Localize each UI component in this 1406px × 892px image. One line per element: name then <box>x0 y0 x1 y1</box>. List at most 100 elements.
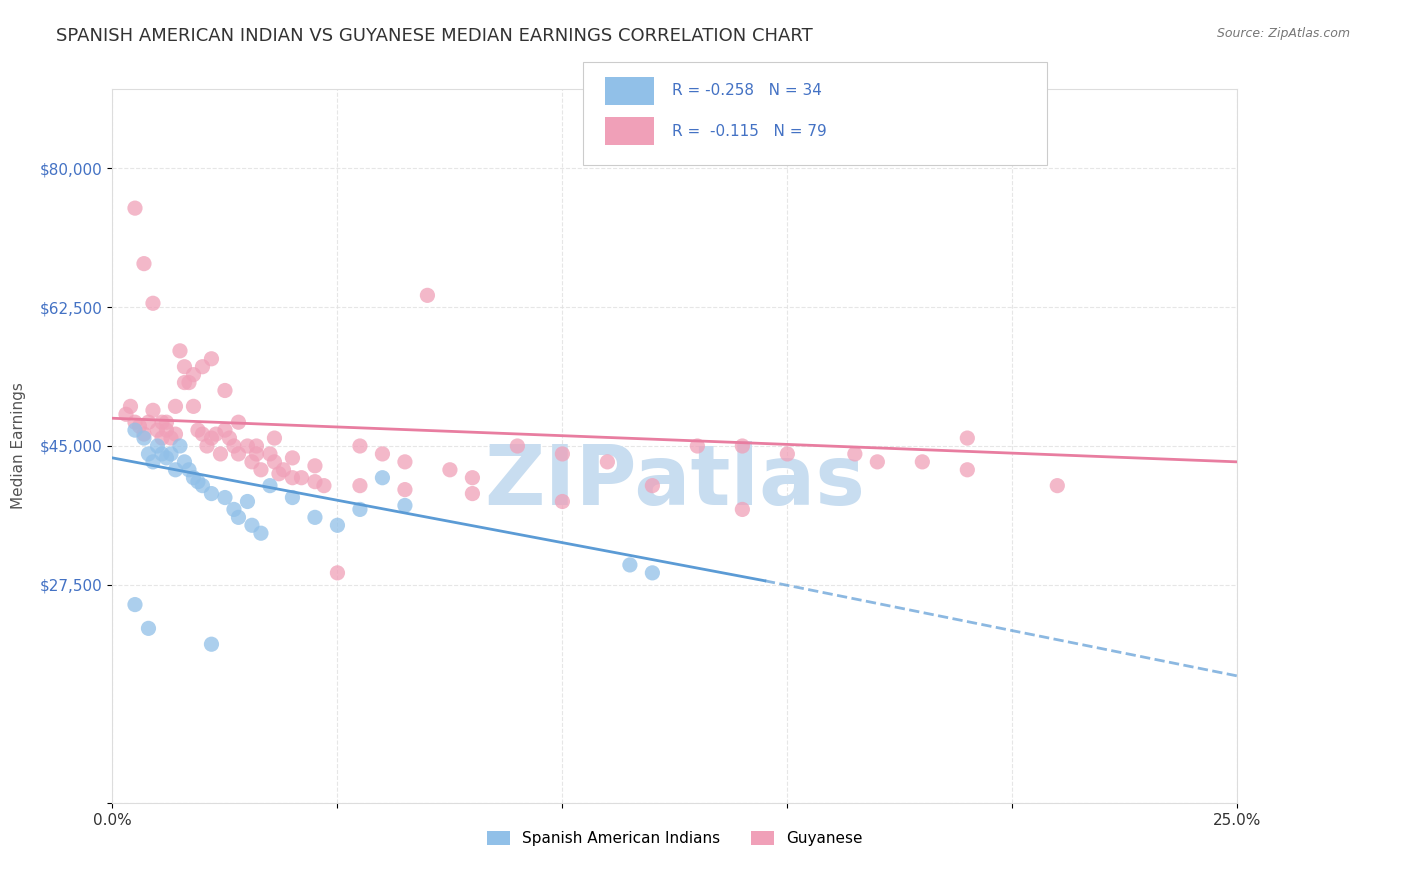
Point <box>124 201 146 215</box>
Point <box>866 455 889 469</box>
Point <box>191 427 214 442</box>
Point <box>222 439 245 453</box>
Point <box>240 455 263 469</box>
Point <box>641 478 664 492</box>
Point <box>551 494 574 508</box>
Point <box>160 447 183 461</box>
Point <box>273 463 295 477</box>
Point <box>177 463 200 477</box>
Point <box>115 407 138 421</box>
Point <box>349 439 371 453</box>
Point <box>236 494 259 508</box>
Point <box>731 502 754 516</box>
Point <box>304 458 326 473</box>
Point <box>956 431 979 445</box>
Point <box>394 499 416 513</box>
Text: ZIPatlas: ZIPatlas <box>485 442 865 522</box>
Point <box>228 510 250 524</box>
Text: Source: ZipAtlas.com: Source: ZipAtlas.com <box>1216 27 1350 40</box>
Point <box>416 288 439 302</box>
Point <box>218 431 240 445</box>
Point <box>169 343 191 358</box>
Point <box>150 431 173 445</box>
Point <box>461 486 484 500</box>
Point <box>259 478 281 492</box>
Point <box>214 491 236 505</box>
Point <box>187 475 209 489</box>
Point <box>394 455 416 469</box>
Point <box>165 427 187 442</box>
Point <box>195 439 218 453</box>
Point <box>183 471 205 485</box>
Point <box>146 439 169 453</box>
Point <box>128 419 150 434</box>
Point <box>326 566 349 580</box>
Point <box>187 423 209 437</box>
Point <box>394 483 416 497</box>
Point <box>132 257 155 271</box>
Point <box>191 478 214 492</box>
Point <box>155 415 177 429</box>
Point <box>263 431 285 445</box>
Point <box>281 471 304 485</box>
Point <box>177 376 200 390</box>
Point <box>191 359 214 374</box>
Point <box>155 450 177 465</box>
Point <box>461 471 484 485</box>
Point <box>259 447 281 461</box>
Point <box>165 400 187 414</box>
Point <box>155 423 177 437</box>
Point <box>245 447 267 461</box>
Point <box>132 427 155 442</box>
Point <box>120 400 142 414</box>
Point <box>506 439 529 453</box>
Point <box>304 510 326 524</box>
Point <box>1046 478 1069 492</box>
Point <box>142 403 165 417</box>
Point <box>844 447 866 461</box>
Text: R =  -0.115   N = 79: R = -0.115 N = 79 <box>672 124 827 138</box>
Point <box>312 478 335 492</box>
Point <box>160 431 183 445</box>
Point <box>245 439 267 453</box>
Point <box>250 463 273 477</box>
Point <box>138 415 160 429</box>
Point <box>439 463 461 477</box>
Point <box>205 427 228 442</box>
Point <box>142 296 165 310</box>
Point <box>263 455 285 469</box>
Point <box>138 447 160 461</box>
Point <box>200 351 222 366</box>
Point <box>641 566 664 580</box>
Point <box>290 471 312 485</box>
Point <box>142 455 165 469</box>
Point <box>150 447 173 461</box>
Point <box>200 486 222 500</box>
Point <box>349 478 371 492</box>
Y-axis label: Median Earnings: Median Earnings <box>11 383 25 509</box>
Point <box>619 558 641 572</box>
Point <box>267 467 290 481</box>
Point <box>132 431 155 445</box>
Point <box>209 447 232 461</box>
Point <box>228 415 250 429</box>
Point <box>731 439 754 453</box>
Point <box>956 463 979 477</box>
Text: SPANISH AMERICAN INDIAN VS GUYANESE MEDIAN EARNINGS CORRELATION CHART: SPANISH AMERICAN INDIAN VS GUYANESE MEDI… <box>56 27 813 45</box>
Point <box>240 518 263 533</box>
Point <box>281 491 304 505</box>
Legend: Spanish American Indians, Guyanese: Spanish American Indians, Guyanese <box>481 825 869 852</box>
Point <box>173 359 195 374</box>
Point <box>596 455 619 469</box>
Point <box>326 518 349 533</box>
Point <box>250 526 273 541</box>
Point <box>281 450 304 465</box>
Point <box>222 502 245 516</box>
Point <box>776 447 799 461</box>
Point <box>200 637 222 651</box>
Point <box>686 439 709 453</box>
Point <box>138 621 160 635</box>
Point <box>371 447 394 461</box>
Point <box>304 475 326 489</box>
Point <box>169 439 191 453</box>
